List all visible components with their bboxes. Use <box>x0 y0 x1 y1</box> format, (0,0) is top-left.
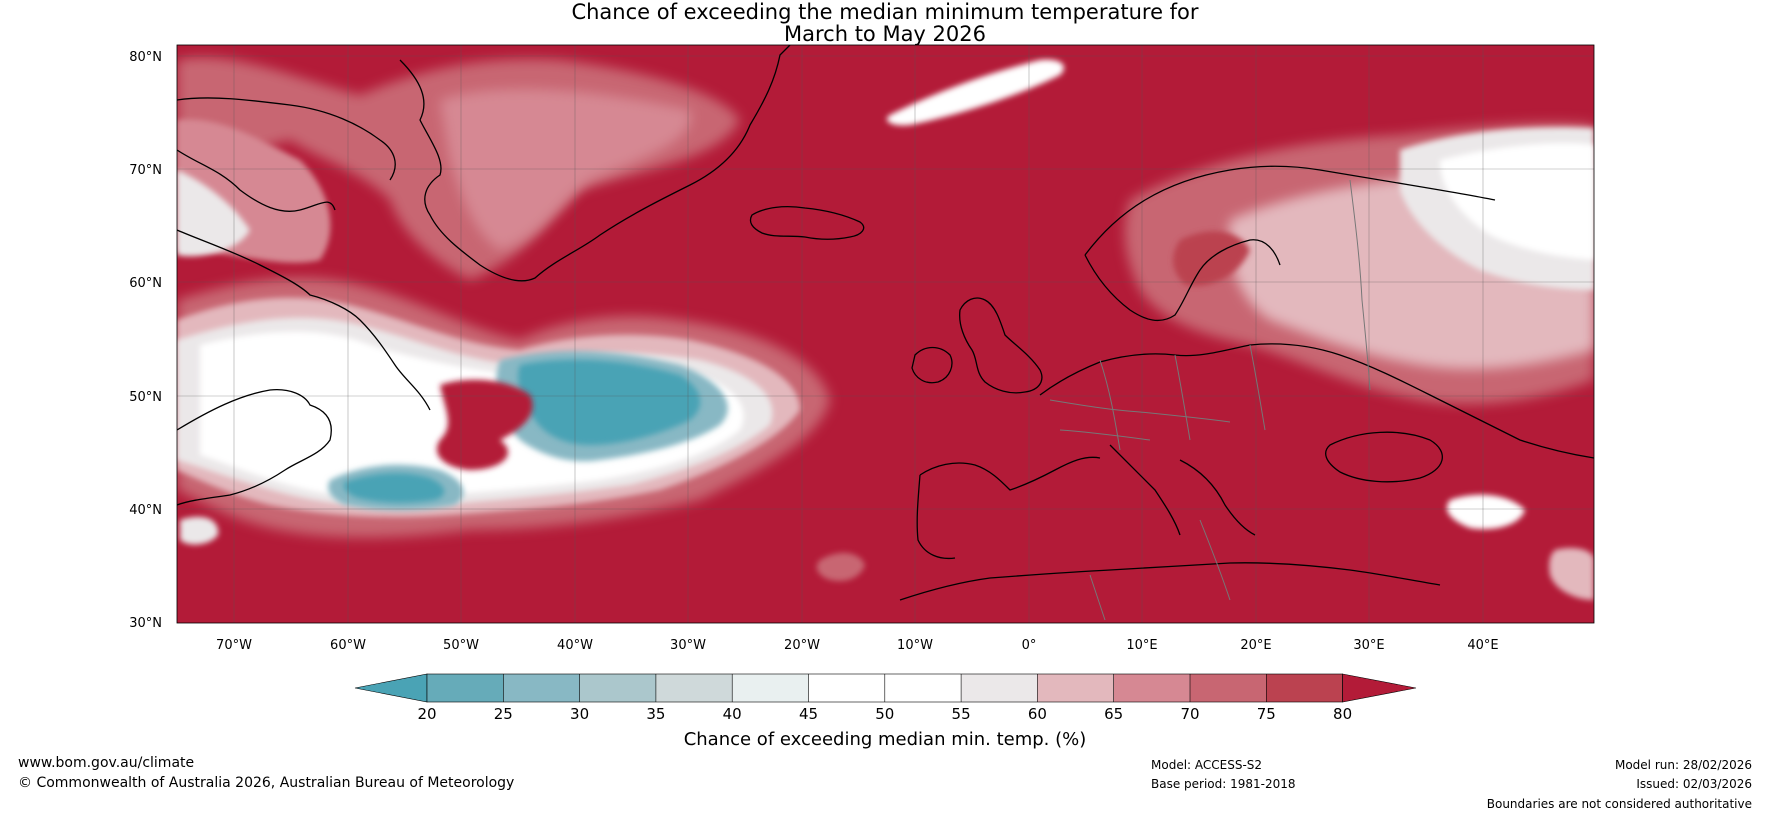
colorbar-label: Chance of exceeding median min. temp. (%… <box>684 729 1087 750</box>
coastlines <box>177 45 1594 601</box>
lon-label: 30°W <box>670 638 706 653</box>
lon-label: 40°W <box>557 638 593 653</box>
lat-label: 70°N <box>129 163 162 178</box>
website-link[interactable]: www.bom.gov.au/climate <box>18 755 195 771</box>
lat-label: 30°N <box>129 616 162 631</box>
colorbar-tick-label: 50 <box>875 705 894 723</box>
map-title-line1: Chance of exceeding the median minimum t… <box>571 0 1199 24</box>
colorbar-dividers <box>502 674 1267 702</box>
colorbar-bin <box>1190 674 1267 702</box>
lat-label: 40°N <box>129 503 162 518</box>
lon-label: 10°W <box>897 638 933 653</box>
colorbar-tick-label: 25 <box>494 705 513 723</box>
probability-shading-spot <box>816 552 865 582</box>
colorbar-tick-label: 35 <box>646 705 665 723</box>
colorbar-bin <box>884 674 962 702</box>
colorbar-bin <box>732 674 809 702</box>
colorbar-bin <box>1113 674 1190 702</box>
latitude-axis: 80°N 70°N 60°N 50°N 40°N 30°N <box>129 50 162 631</box>
colorbar-bin <box>655 674 733 702</box>
lon-label: 40°E <box>1467 638 1498 653</box>
boundaries-disclaimer: Boundaries are not considered authoritat… <box>1486 797 1752 811</box>
lon-label: 30°E <box>1353 638 1384 653</box>
colorbar-tick-label: 40 <box>723 705 742 723</box>
model-run-text: Model run: 28/02/2026 <box>1614 758 1752 772</box>
colorbar: 20 25 30 35 40 45 50 55 60 65 70 75 80 C… <box>354 673 1417 750</box>
colorbar-tick-label: 30 <box>570 705 589 723</box>
model-text: Model: ACCESS-S2 <box>1151 758 1263 772</box>
colorbar-tick-label: 80 <box>1333 705 1352 723</box>
map-title-line2: March to May 2026 <box>784 22 986 46</box>
lon-label: 70°W <box>216 638 252 653</box>
lat-label: 80°N <box>129 50 162 65</box>
base-period-text: Base period: 1981-2018 <box>1151 777 1296 791</box>
colorbar-bin <box>503 674 580 702</box>
colorbar-tick-label: 70 <box>1180 705 1199 723</box>
colorbar-ticks: 20 25 30 35 40 45 50 55 60 65 70 75 80 <box>417 705 1352 723</box>
colorbar-tick-label: 60 <box>1028 705 1047 723</box>
colorbar-over-triangle <box>1342 673 1417 703</box>
probability-shading-north-atlantic <box>177 57 1064 538</box>
map-plot-area <box>177 45 1594 623</box>
colorbar-tick-label: 55 <box>952 705 971 723</box>
colorbar-under-triangle <box>354 673 428 703</box>
map-frame <box>176 44 1595 624</box>
lon-label: 20°E <box>1240 638 1271 653</box>
issued-text: Issued: 02/03/2026 <box>1636 777 1752 791</box>
colorbar-tick-label: 65 <box>1104 705 1123 723</box>
probability-shading-northern-europe <box>1124 123 1594 600</box>
colorbar-tick-label: 20 <box>417 705 436 723</box>
longitude-axis: 70°W 60°W 50°W 40°W 30°W 20°W 10°W 0° 10… <box>216 638 1499 653</box>
lon-label: 60°W <box>330 638 366 653</box>
lat-label: 50°N <box>129 390 162 405</box>
colorbar-bin <box>1037 674 1114 702</box>
colorbar-bin <box>427 674 504 702</box>
country-borders <box>1049 179 1371 621</box>
colorbar-tick-label: 45 <box>799 705 818 723</box>
lon-label: 50°W <box>443 638 479 653</box>
colorbar-tick-label: 75 <box>1257 705 1276 723</box>
graticule <box>177 45 1594 623</box>
probability-shading-spot <box>180 516 219 545</box>
lon-label: 10°E <box>1126 638 1157 653</box>
colorbar-bin <box>1266 674 1343 702</box>
colorbar-bin <box>808 674 885 702</box>
copyright-text: © Commonwealth of Australia 2026, Austra… <box>18 775 515 791</box>
lon-label: 20°W <box>784 638 820 653</box>
lon-label: 0° <box>1022 638 1037 653</box>
colorbar-bin <box>961 674 1038 702</box>
colorbar-bin <box>579 674 656 702</box>
lat-label: 60°N <box>129 276 162 291</box>
